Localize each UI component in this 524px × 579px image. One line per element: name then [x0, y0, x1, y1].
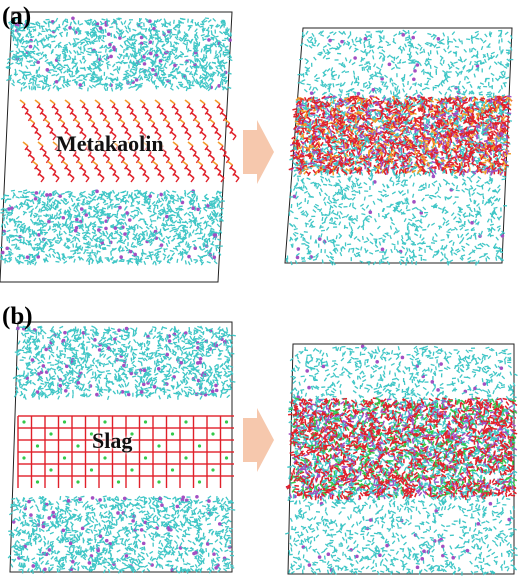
framework-sheet-a: [19, 99, 240, 183]
mixed-layer-b: [285, 397, 518, 501]
panel-a: (a) Metakaolin: [0, 0, 524, 285]
initial-box-a: [0, 11, 233, 283]
panel-b: (b) Slag: [0, 300, 524, 579]
material-label-slag: Slag: [92, 428, 133, 453]
arrow-right-icon: [243, 120, 274, 184]
panel-label-b: (b): [2, 303, 33, 330]
panel-b-graphics: [7, 321, 518, 576]
framework-lattice-b: [17, 415, 234, 488]
panel-a-graphics: [0, 11, 514, 283]
water-layer-a: [0, 16, 233, 266]
arrow-right-icon: [243, 408, 274, 472]
material-label-metakaolin: Metakaolin: [56, 131, 164, 156]
mixed-layer-a: [288, 95, 513, 177]
water-layer-b: [7, 325, 236, 575]
panel-label-a: (a): [2, 3, 32, 30]
